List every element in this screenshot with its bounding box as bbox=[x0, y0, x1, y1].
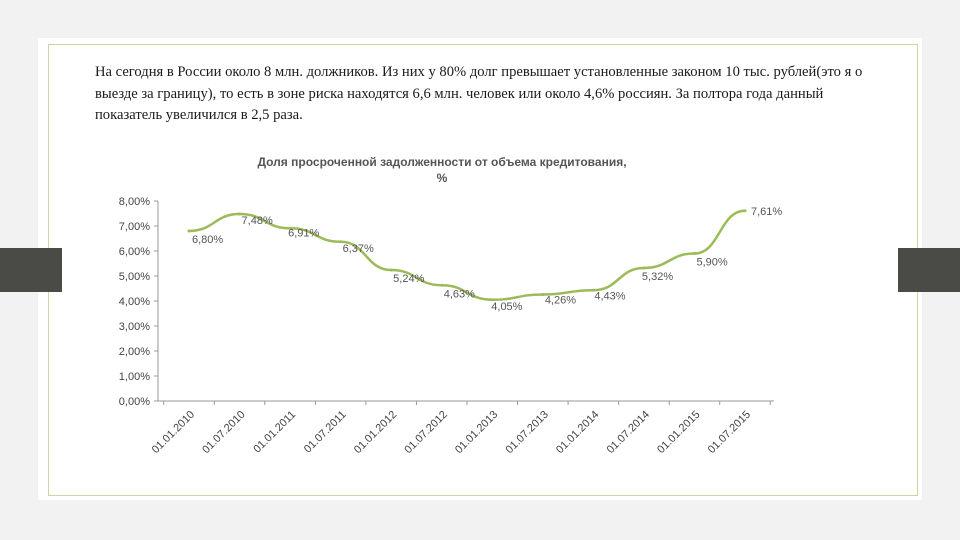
chart-title: Доля просроченной задолженности от объем… bbox=[257, 155, 626, 169]
data-point bbox=[743, 209, 747, 213]
data-point bbox=[642, 266, 646, 270]
data-point bbox=[339, 240, 343, 244]
x-tick-label: 01.01.2013 bbox=[453, 409, 500, 456]
x-tick-label: 01.01.2014 bbox=[554, 409, 601, 456]
y-tick-label: 8,00% bbox=[119, 196, 150, 208]
x-tick-label: 01.01.2010 bbox=[150, 409, 197, 456]
y-tick-label: 1,00% bbox=[119, 371, 150, 383]
right-decoration-bar bbox=[898, 248, 960, 292]
y-tick-label: 0,00% bbox=[119, 396, 150, 408]
data-label: 6,91% bbox=[288, 227, 319, 239]
data-label: 7,48% bbox=[242, 215, 273, 227]
data-label: 5,24% bbox=[393, 273, 424, 285]
y-tick-label: 3,00% bbox=[119, 321, 150, 333]
left-decoration-bar bbox=[0, 248, 62, 292]
data-point bbox=[440, 283, 444, 287]
x-tick-label: 01.07.2015 bbox=[706, 409, 753, 456]
data-point bbox=[288, 226, 292, 230]
chart-container: Доля просроченной задолженности от объем… bbox=[94, 144, 790, 466]
y-tick-label: 6,00% bbox=[119, 246, 150, 258]
x-tick-label: 01.07.2013 bbox=[504, 409, 551, 456]
chart-subtitle: % bbox=[437, 171, 448, 185]
x-tick-label: 01.07.2011 bbox=[302, 409, 349, 456]
series-line bbox=[188, 209, 746, 301]
y-tick-label: 4,00% bbox=[119, 296, 150, 308]
line-chart: Доля просроченной задолженности от объем… bbox=[119, 155, 783, 456]
y-tick-label: 7,00% bbox=[119, 221, 150, 233]
data-point bbox=[591, 288, 595, 292]
data-label: 5,90% bbox=[696, 257, 727, 269]
data-point bbox=[389, 268, 393, 272]
data-point bbox=[187, 229, 191, 233]
data-point bbox=[692, 252, 696, 255]
data-label: 4,43% bbox=[594, 290, 625, 302]
data-label: 4,05% bbox=[491, 301, 522, 313]
data-label: 4,63% bbox=[444, 288, 475, 300]
data-label: 7,61% bbox=[751, 206, 782, 218]
data-label: 6,37% bbox=[343, 243, 374, 255]
intro-paragraph: На сегодня в России около 8 млн. должник… bbox=[95, 64, 863, 123]
data-point bbox=[238, 212, 242, 216]
y-tick-label: 2,00% bbox=[119, 346, 150, 358]
data-point bbox=[490, 298, 494, 302]
data-label: 5,32% bbox=[642, 271, 673, 283]
data-label: 4,26% bbox=[545, 295, 576, 307]
x-tick-label: 01.07.2010 bbox=[200, 409, 247, 456]
data-point bbox=[541, 293, 545, 296]
y-tick-label: 5,00% bbox=[119, 271, 150, 283]
x-tick-label: 01.07.2012 bbox=[402, 409, 449, 456]
data-label: 6,80% bbox=[192, 234, 223, 246]
x-tick-label: 01.01.2011 bbox=[251, 409, 298, 456]
x-tick-label: 01.01.2015 bbox=[655, 409, 702, 456]
x-tick-label: 01.07.2014 bbox=[605, 409, 652, 456]
x-tick-label: 01.01.2012 bbox=[352, 409, 399, 456]
